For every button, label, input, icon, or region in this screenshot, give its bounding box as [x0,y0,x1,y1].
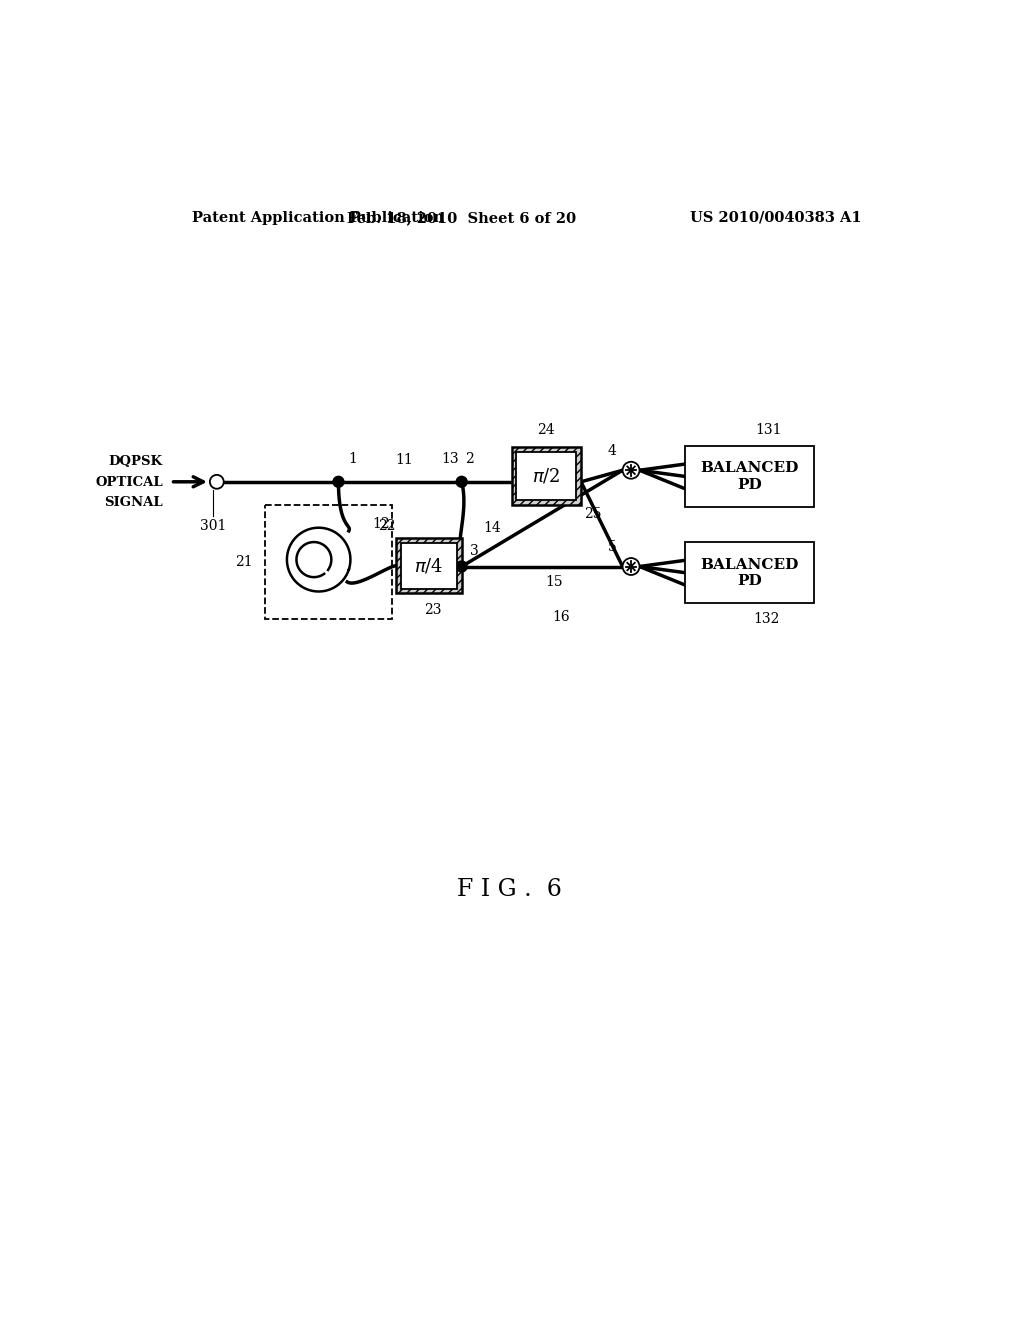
Text: 25: 25 [584,507,601,521]
Text: 131: 131 [756,424,782,437]
Text: 301: 301 [200,520,226,533]
Text: 23: 23 [424,603,441,618]
Bar [396,539,462,594]
Circle shape [333,475,345,488]
Text: $\pi$/2: $\pi$/2 [532,466,560,486]
Text: 132: 132 [754,612,779,626]
Bar [685,543,814,603]
Text: $\pi$/4: $\pi$/4 [415,556,443,576]
Bar [685,446,814,507]
Circle shape [456,475,468,488]
Text: 3: 3 [470,544,478,558]
Bar [396,539,462,594]
Text: 5: 5 [607,540,616,554]
Text: BALANCED
PD: BALANCED PD [700,557,799,587]
Bar [400,543,457,589]
Text: 11: 11 [395,453,413,467]
Text: 16: 16 [553,610,570,623]
Bar [265,506,392,619]
Text: 4: 4 [607,444,616,458]
Text: 21: 21 [234,554,253,569]
Text: SIGNAL: SIGNAL [104,496,163,508]
Text: Patent Application Publication: Patent Application Publication [193,211,444,224]
Text: F I G .  6: F I G . 6 [457,878,562,902]
Text: 2: 2 [465,451,474,466]
Text: 12: 12 [372,517,389,531]
Text: 15: 15 [545,576,562,589]
Circle shape [623,558,640,576]
Text: BALANCED
PD: BALANCED PD [700,461,799,491]
Bar [516,451,577,500]
Text: Feb. 18, 2010  Sheet 6 of 20: Feb. 18, 2010 Sheet 6 of 20 [347,211,577,224]
Text: US 2010/0040383 A1: US 2010/0040383 A1 [690,211,862,224]
Text: 22: 22 [378,519,395,533]
Text: 13: 13 [441,451,459,466]
Text: 1: 1 [348,451,356,466]
Circle shape [210,475,223,488]
Text: DQPSK: DQPSK [109,455,163,469]
Circle shape [623,462,640,479]
Text: 24: 24 [538,424,555,437]
Text: OPTICAL: OPTICAL [95,477,163,490]
Bar [512,447,581,506]
Circle shape [456,560,468,573]
Bar [512,447,581,506]
Text: 14: 14 [483,521,502,535]
